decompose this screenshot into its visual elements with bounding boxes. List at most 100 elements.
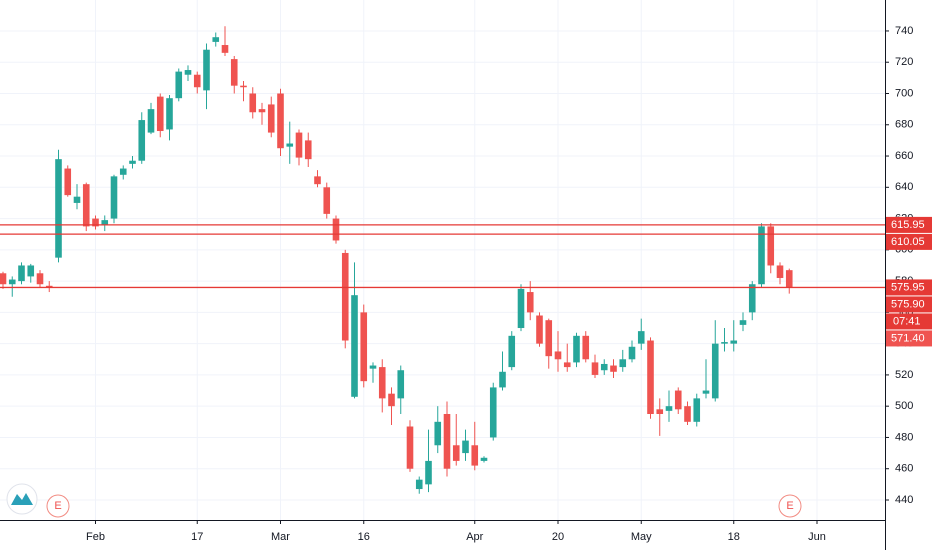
candle-body (203, 49, 210, 91)
candle-body (758, 226, 765, 285)
y-tick-label: 740 (895, 25, 913, 37)
event-marker[interactable]: E (46, 494, 70, 518)
candle-body (693, 398, 701, 422)
logo-shape (11, 493, 33, 505)
countdown-label: 07:41 (893, 315, 921, 327)
candle-body (415, 479, 423, 490)
candle-body (388, 393, 395, 407)
last-price-label: 571.40 (891, 332, 925, 344)
candle-body (499, 371, 506, 388)
candle-body (332, 218, 340, 241)
candle-body (341, 252, 349, 341)
price-tag-label: 575.90 (891, 298, 925, 310)
price-tag (886, 296, 932, 313)
candle-body (526, 292, 534, 313)
price-tags: 615.95 610.05 575.95 575.90 07:41 571.40 (886, 216, 932, 347)
candle-body (138, 120, 146, 161)
event-label: E (54, 500, 61, 512)
candle-body (647, 340, 654, 414)
y-tick-label: 640 (895, 181, 913, 193)
candle-body (665, 406, 673, 411)
candle-body (240, 85, 247, 88)
candle-body (249, 93, 257, 113)
candle-body (573, 335, 580, 363)
candle-body (314, 176, 321, 185)
x-tick-label: Mar (271, 531, 290, 543)
candle-body (36, 273, 44, 285)
candle-body (471, 445, 479, 466)
price-tag-label: 615.95 (891, 219, 925, 231)
candle-body (378, 367, 386, 399)
candle-body (101, 220, 109, 225)
candle-body (536, 315, 543, 344)
x-tick-label: 18 (728, 531, 740, 543)
candle-body (193, 74, 201, 88)
x-tick-label: Apr (466, 531, 483, 543)
candle-body (156, 96, 164, 132)
last-price-tag (886, 330, 932, 347)
candle-body (27, 265, 35, 277)
candle-body (721, 342, 728, 344)
candle-body (397, 370, 405, 399)
x-tick-label: 16 (358, 531, 370, 543)
candle-body (517, 288, 525, 329)
candle-body (684, 406, 691, 422)
event-circle (46, 494, 70, 518)
candle-body (785, 270, 793, 288)
y-tick-label: 520 (895, 369, 913, 381)
candle-body (582, 335, 590, 360)
candle-body (82, 184, 90, 227)
candle-body (767, 226, 775, 266)
y-tick-label: 460 (895, 463, 913, 475)
candle-body (674, 390, 682, 410)
candle-body (656, 409, 664, 414)
candle-body (545, 320, 553, 357)
candle-body (166, 98, 173, 130)
candle-body (369, 365, 377, 369)
y-tick-label: 660 (895, 150, 913, 162)
candle-body (360, 312, 368, 382)
countdown-tag (886, 313, 932, 330)
candle-body (110, 176, 118, 219)
candle-body (304, 140, 312, 160)
candle-body (55, 159, 62, 258)
price-tag (886, 216, 932, 233)
y-tick-label: 500 (895, 400, 913, 412)
y-tick-label: 720 (895, 56, 913, 68)
candle-body (175, 71, 183, 99)
candle-body (221, 45, 229, 53)
y-tick-label: 700 (895, 87, 913, 99)
price-tag (886, 279, 932, 296)
candle-body (452, 445, 460, 461)
candle-body (619, 359, 627, 368)
x-tick-label: Jun (808, 531, 826, 543)
candle-body (8, 279, 16, 285)
event-label: E (786, 500, 793, 512)
candle-body (119, 168, 127, 175)
event-marker[interactable]: E (778, 494, 802, 518)
plot-area (0, 26, 885, 494)
candle-body (443, 413, 451, 469)
candle-body (267, 104, 275, 133)
candle-body (258, 109, 266, 113)
candle-body (434, 421, 442, 446)
candle-body (563, 362, 571, 368)
candle-body (351, 295, 358, 397)
y-tick-label: 480 (895, 431, 913, 443)
x-tick-label: 17 (191, 531, 203, 543)
candle-body (610, 365, 617, 372)
price-tag (886, 233, 932, 250)
tv-logo (6, 483, 38, 515)
event-circle (778, 494, 802, 518)
x-tick-label: 20 (552, 531, 564, 543)
grid (0, 0, 885, 520)
candle-body (184, 70, 192, 75)
candle-body (628, 346, 636, 360)
candle-body (212, 37, 220, 42)
candle-body (462, 440, 469, 454)
candle-body (554, 351, 562, 360)
candle-body (147, 109, 155, 133)
candle-body (18, 265, 25, 282)
candle-body (748, 284, 756, 313)
